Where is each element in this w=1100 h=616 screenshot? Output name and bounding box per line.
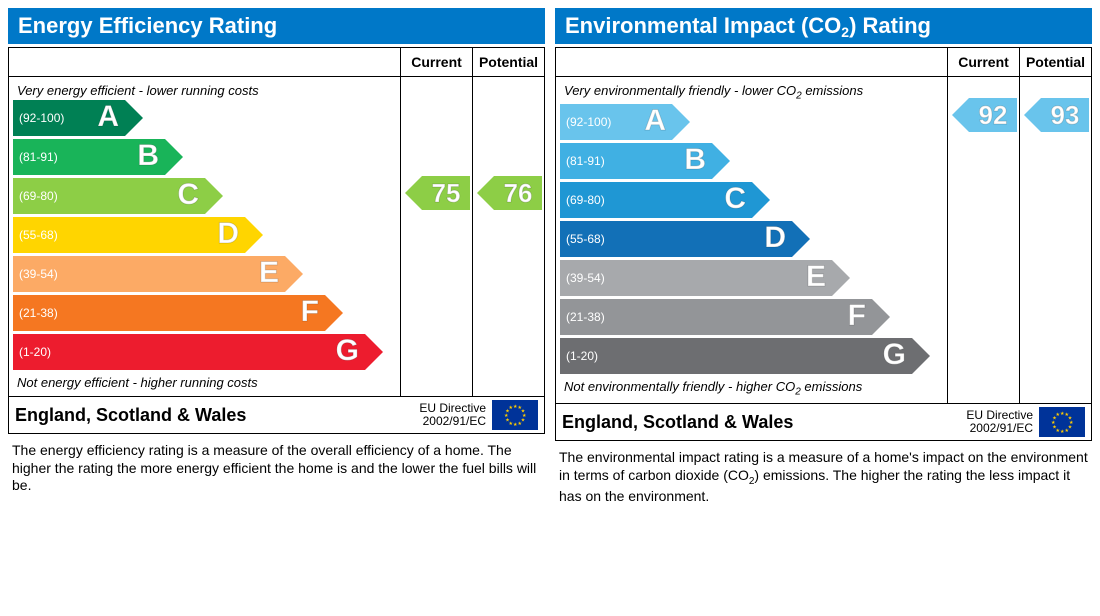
rating-band-e: (39-54) E [13, 256, 400, 292]
band-range: (1-20) [560, 349, 598, 363]
potential-column: 93 .panel:nth-child(2) [data-name="poten… [1019, 77, 1091, 403]
band-letter: B [137, 139, 159, 173]
band-range: (81-91) [560, 154, 605, 168]
top-caption: Very environmentally friendly - lower CO… [560, 81, 947, 104]
potential-rating-pointer: 93 [1041, 98, 1089, 132]
rating-band-b: (81-91) B [13, 139, 400, 175]
footer-row: England, Scotland & Wales EU Directive20… [9, 396, 544, 433]
rating-band-f: (21-38) F [560, 299, 947, 335]
eu-flag-icon: ★★★★★★★★★★★★ [492, 400, 538, 430]
current-rating-pointer: 92 [969, 98, 1017, 132]
band-letter: E [806, 260, 826, 294]
band-range: (21-38) [560, 310, 605, 324]
band-letter: G [883, 338, 906, 372]
band-letter: F [848, 299, 866, 333]
eu-flag-icon: ★★★★★★★★★★★★ [1039, 407, 1085, 437]
rating-band-a: (92-100) A [560, 104, 947, 140]
rating-band-a: (92-100) A [13, 100, 400, 136]
potential-rating-pointer: 76 [494, 176, 542, 210]
region-label: England, Scotland & Wales [15, 405, 419, 426]
band-letter: G [336, 334, 359, 368]
band-range: (69-80) [560, 193, 605, 207]
bars-area: Very environmentally friendly - lower CO… [556, 77, 947, 403]
band-letter: B [684, 143, 706, 177]
header-potential: Potential [472, 48, 544, 76]
band-letter: C [724, 182, 746, 216]
chart-box: Current Potential Very environmentally f… [555, 47, 1092, 441]
bars-area: Very energy efficient - lower running co… [9, 77, 400, 396]
rating-band-d: (55-68) D [13, 217, 400, 253]
rating-band-c: (69-80) C [13, 178, 400, 214]
directive-label: EU Directive2002/91/EC [966, 409, 1033, 435]
description-text: The energy efficiency rating is a measur… [8, 434, 545, 495]
band-range: (92-100) [560, 115, 611, 129]
band-range: (69-80) [13, 189, 58, 203]
rating-band-d: (55-68) D [560, 221, 947, 257]
bottom-caption: Not energy efficient - higher running co… [13, 373, 400, 392]
rating-band-g: (1-20) G [13, 334, 400, 370]
band-letter: C [177, 178, 199, 212]
band-letter: E [259, 256, 279, 290]
band-letter: A [97, 100, 119, 134]
rating-band-e: (39-54) E [560, 260, 947, 296]
band-letter: D [764, 221, 786, 255]
bottom-caption: Not environmentally friendly - higher CO… [560, 377, 947, 400]
current-rating-pointer: 75 [422, 176, 470, 210]
band-range: (39-54) [13, 267, 58, 281]
footer-row: England, Scotland & Wales EU Directive20… [556, 403, 1091, 440]
rating-band-b: (81-91) B [560, 143, 947, 179]
band-range: (39-54) [560, 271, 605, 285]
panel-title: Energy Efficiency Rating [8, 8, 545, 44]
potential-column: 76 .panel:nth-child(1) [data-name="poten… [472, 77, 544, 396]
band-letter: D [217, 217, 239, 251]
energy-efficiency-panel: Energy Efficiency Rating Current Potenti… [8, 8, 545, 505]
header-potential: Potential [1019, 48, 1091, 76]
description-text: The environmental impact rating is a mea… [555, 441, 1092, 505]
band-range: (55-68) [13, 228, 58, 242]
rating-band-c: (69-80) C [560, 182, 947, 218]
band-range: (92-100) [13, 111, 64, 125]
band-range: (21-38) [13, 306, 58, 320]
environmental-impact-panel: Environmental Impact (CO2) Rating Curren… [555, 8, 1092, 505]
band-letter: A [644, 104, 666, 138]
band-letter: F [301, 295, 319, 329]
rating-band-g: (1-20) G [560, 338, 947, 374]
panel-title: Environmental Impact (CO2) Rating [555, 8, 1092, 44]
band-range: (1-20) [13, 345, 51, 359]
directive-label: EU Directive2002/91/EC [419, 402, 486, 428]
top-caption: Very energy efficient - lower running co… [13, 81, 400, 100]
header-current: Current [947, 48, 1019, 76]
rating-band-f: (21-38) F [13, 295, 400, 331]
band-range: (55-68) [560, 232, 605, 246]
current-column: 75 .panel:nth-child(1) [data-name="curre… [400, 77, 472, 396]
header-current: Current [400, 48, 472, 76]
band-range: (81-91) [13, 150, 58, 164]
chart-box: Current Potential Very energy efficient … [8, 47, 545, 434]
region-label: England, Scotland & Wales [562, 412, 966, 433]
current-column: 92 .panel:nth-child(2) [data-name="curre… [947, 77, 1019, 403]
